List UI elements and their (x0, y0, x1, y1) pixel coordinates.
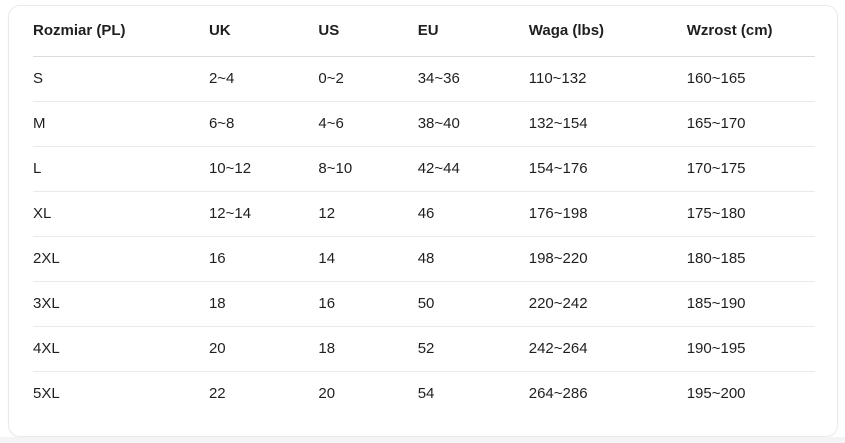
page-bottom-strip (0, 437, 845, 443)
table-row: XL 12~14 12 46 176~198 175~180 (33, 191, 815, 237)
table-cell: 220~242 (528, 281, 687, 327)
table-cell: 176~198 (528, 191, 687, 237)
table-row: L 10~12 8~10 42~44 154~176 170~175 (33, 146, 815, 192)
table-cell: 12 (318, 191, 418, 237)
table-cell: 195~200 (686, 385, 746, 403)
table-row: 2XL 16 14 48 198~220 180~185 (33, 236, 815, 282)
table-cell: 54 (417, 385, 435, 403)
column-header: UK (208, 6, 319, 57)
table-cell: 154~176 (528, 146, 687, 192)
table-cell: 20 (318, 385, 336, 403)
table-header: Rozmiar (PL) UK US EU Waga (lbs) Wzrost (cm) (33, 6, 815, 57)
column-header: EU (417, 6, 529, 57)
table-cell: 165~170 (686, 101, 815, 147)
table-cell: 46 (417, 191, 529, 237)
table-cell: 52 (417, 326, 529, 372)
table-cell: 14 (318, 236, 418, 282)
table-row: 4XL 20 18 52 242~264 190~195 (33, 326, 815, 372)
table-cell: 6~8 (208, 101, 319, 147)
table-cell: 22 (208, 385, 226, 403)
table-cell: 18 (318, 326, 418, 372)
table-cell: 198~220 (528, 236, 687, 282)
table-row: S 2~4 0~2 34~36 110~132 160~165 (33, 56, 815, 102)
table-cell: 242~264 (528, 326, 687, 372)
table-cell: 110~132 (528, 56, 687, 102)
table-cell: 12~14 (208, 191, 319, 237)
column-header: US (318, 6, 418, 57)
column-header: Waga (lbs) (528, 6, 687, 57)
table-row: 5XL 22 20 54 264~286 195~200 (33, 371, 815, 416)
table-row: M 6~8 4~6 38~40 132~154 165~170 (33, 101, 815, 147)
table-cell: 132~154 (528, 101, 687, 147)
size-label-cell: 2XL (33, 236, 209, 282)
table-cell: 48 (417, 236, 529, 282)
table-cell: 2~4 (208, 56, 319, 102)
table-cell: 38~40 (417, 101, 529, 147)
table-body: S 2~4 0~2 34~36 110~132 160~165 M 6~8 4~6 38~40 13… (33, 56, 815, 416)
size-label-cell: L (33, 146, 209, 192)
size-chart-card: Rozmiar (PL) UK US EU Waga (lbs) Wzrost (cm) … (8, 5, 838, 437)
size-chart-table: Rozmiar (PL) UK US EU Waga (lbs) Wzrost (cm) … (33, 6, 815, 416)
size-label-cell: 4XL (33, 326, 209, 372)
column-header: Wzrost (cm) (686, 6, 815, 57)
size-label-cell: M (33, 101, 209, 147)
table-cell: 16 (208, 236, 319, 282)
table-cell: 18 (208, 281, 319, 327)
table-cell: 175~180 (686, 191, 815, 237)
table-cell: 16 (318, 281, 418, 327)
column-header: Rozmiar (PL) (33, 6, 209, 57)
table-cell: 160~165 (686, 56, 815, 102)
table-cell: 180~185 (686, 236, 815, 282)
table-cell: 185~190 (686, 281, 815, 327)
table-cell: 190~195 (686, 326, 815, 372)
table-cell: 4~6 (318, 101, 418, 147)
table-row: 3XL 18 16 50 220~242 185~190 (33, 281, 815, 327)
table-cell: 34~36 (417, 56, 529, 102)
size-label-cell: XL (33, 191, 209, 237)
table-cell: 50 (417, 281, 529, 327)
table-cell: 20 (208, 326, 319, 372)
table-cell: 10~12 (208, 146, 319, 192)
table-cell: 0~2 (318, 56, 418, 102)
table-cell: 264~286 (528, 385, 588, 403)
table-cell: 42~44 (417, 146, 529, 192)
size-label-cell: 5XL (33, 385, 60, 403)
table-cell: 170~175 (686, 146, 815, 192)
table-cell: 8~10 (318, 146, 418, 192)
size-label-cell: 3XL (33, 281, 209, 327)
header-row: Rozmiar (PL) UK US EU Waga (lbs) Wzrost (cm) (33, 6, 815, 57)
size-label-cell: S (33, 56, 209, 102)
